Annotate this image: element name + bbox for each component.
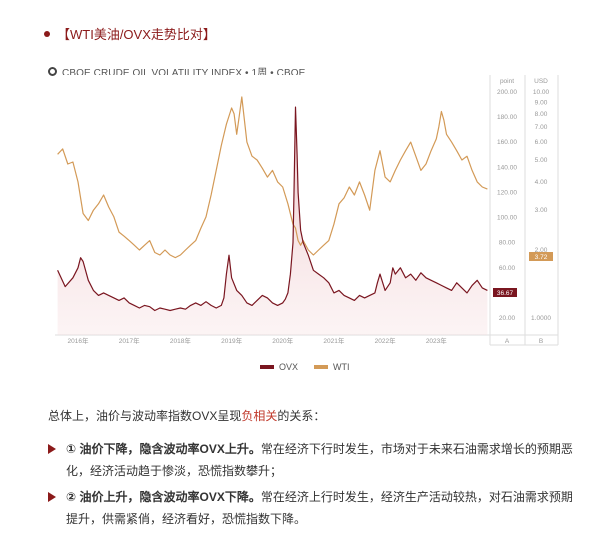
- bullet-item-2: ② 油价上升，隐含波动率OVX下降。常在经济上行时发生，经济生产活动较热，对石油…: [48, 486, 580, 530]
- bullet-2-bold: ② 油价上升，隐含波动率OVX下降。: [66, 490, 261, 504]
- triangle-bullet-icon: [48, 492, 56, 502]
- left-tick-label: 60.00: [499, 265, 516, 272]
- legend-label-ovx: OVX: [279, 362, 299, 372]
- left-tick-label: 140.00: [497, 164, 517, 171]
- ovx-area-fill: [57, 107, 488, 335]
- bullet-1-text: ① 油价下降，隐含波动率OVX上升。常在经济下行时发生，市场对于未来石油需求增长…: [66, 438, 580, 482]
- legend-swatch-ovx: [260, 365, 274, 369]
- bullet-2-rest: 常在经济上行时发生，经济生产活动较热，对石油需求预期提升，供需紧俏，经济看好，恐…: [66, 490, 573, 526]
- wti-last-value: 3.72: [535, 254, 548, 261]
- intro-paragraph: 总体上，油价与波动率指数OVX呈现负相关的关系：: [48, 405, 325, 427]
- right-tick-label: 9.00: [535, 99, 548, 106]
- x-tick-label: 2016年: [68, 336, 89, 345]
- left-tick-label: 100.00: [497, 215, 517, 222]
- wti-series-line: [57, 96, 488, 259]
- right-tick-label: 2.00: [535, 247, 548, 254]
- left-tick-label: 120.00: [497, 189, 517, 196]
- right-tick-label: 6.00: [535, 139, 548, 146]
- legend-item-wti: WTI: [314, 362, 350, 372]
- right-axis-footer: B: [539, 338, 543, 345]
- left-tick-label: 180.00: [497, 114, 517, 121]
- right-axis-unit: USD: [534, 78, 548, 85]
- x-tick-label: 2017年: [119, 336, 140, 345]
- bullet-item-1: ① 油价下降，隐含波动率OVX上升。常在经济下行时发生，市场对于未来石油需求增长…: [48, 438, 580, 482]
- right-tick-label: 4.00: [535, 179, 548, 186]
- left-tick-label: 80.00: [499, 240, 516, 247]
- right-tick-label: 1.0000: [531, 315, 551, 322]
- bullet-2-text: ② 油价上升，隐含波动率OVX下降。常在经济上行时发生，经济生产活动较热，对石油…: [66, 486, 580, 530]
- oil-volatility-chart: 2016年 2017年 2018年 2019年 2020年 2021年 2022年 2023年…: [55, 75, 559, 346]
- ovx-last-value-badge: 36.67: [493, 288, 517, 297]
- x-tick-label: 2020年: [272, 336, 293, 345]
- left-axis-footer: A: [505, 338, 510, 345]
- intro-highlight: 负相关: [241, 409, 278, 423]
- x-tick-label: 2023年: [426, 336, 447, 345]
- legend-item-ovx: OVX: [260, 362, 298, 372]
- right-tick-label: 10.00: [533, 89, 550, 96]
- legend-label-wti: WTI: [333, 362, 350, 372]
- right-tick-label: 8.00: [535, 111, 548, 118]
- intro-text-before: 总体上，油价与波动率指数OVX呈现: [48, 409, 242, 423]
- right-tick-label: 7.00: [535, 124, 548, 131]
- right-tick-label: 3.00: [535, 207, 548, 214]
- title-dot-icon: [44, 30, 50, 37]
- bullet-1-rest: 常在经济下行时发生，市场对于未来石油需求增长的预期恶化，经济活动趋于惨淡，恐慌指…: [66, 442, 573, 478]
- left-tick-label: 200.00: [497, 89, 517, 96]
- triangle-bullet-icon: [48, 444, 56, 454]
- left-tick-label: 160.00: [497, 139, 517, 146]
- right-tick-label: 5.00: [535, 157, 548, 164]
- section-title-text: 【WTI美油/OVX走势比对】: [57, 27, 216, 42]
- x-tick-label: 2021年: [323, 336, 344, 345]
- intro-text-after: 的关系：: [277, 409, 326, 423]
- chart-caption: CBOE CRUDE OIL VOLATILITY INDEX • 1周 • C…: [48, 64, 305, 79]
- ovx-series-line: [57, 106, 488, 312]
- chart-legend: OVX WTI: [260, 362, 366, 372]
- x-tick-label: 2022年: [375, 336, 396, 345]
- wti-last-value-badge: 3.72: [529, 252, 553, 261]
- target-icon: [48, 67, 57, 76]
- left-tick-label: 20.00: [499, 315, 516, 322]
- bullet-1-bold: ① 油价下降，隐含波动率OVX上升。: [66, 442, 261, 456]
- left-axis-unit: point: [500, 78, 514, 85]
- x-tick-label: 2019年: [221, 336, 242, 345]
- chart-caption-text: CBOE CRUDE OIL VOLATILITY INDEX • 1周 • C…: [62, 68, 306, 79]
- legend-swatch-wti: [314, 365, 329, 369]
- x-tick-label: 2018年: [170, 336, 191, 345]
- ovx-last-value: 36.67: [497, 290, 514, 297]
- section-title: 【WTI美油/OVX走势比对】: [44, 24, 216, 43]
